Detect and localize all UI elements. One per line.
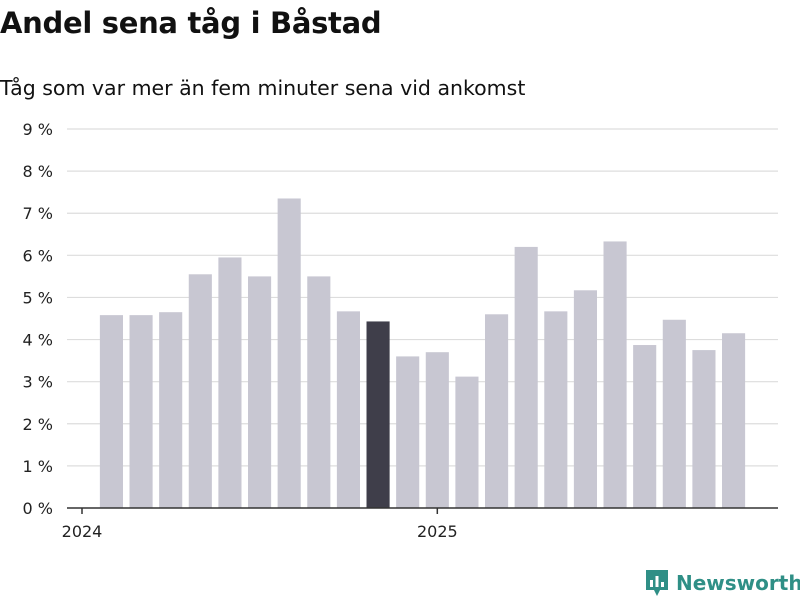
- bar-2025-09: [662, 319, 686, 508]
- chart-subtitle: Tåg som var mer än fem minuter sena vid …: [0, 76, 526, 100]
- y-tick-label: 0 %: [23, 499, 53, 518]
- y-tick-label: 1 %: [23, 457, 53, 476]
- bar-2024-10: [336, 311, 360, 508]
- bar-2024-05: [188, 274, 212, 508]
- bar-2025-03: [485, 314, 509, 508]
- bar-2025-11: [722, 333, 746, 508]
- bar-2024-08: [277, 198, 301, 508]
- y-tick-label: 4 %: [23, 331, 53, 350]
- bar-2025-04: [514, 246, 538, 508]
- y-tick-label: 8 %: [23, 162, 53, 181]
- newsworthy-logo-text: Newsworthy: [676, 571, 800, 595]
- bar-2024-11: [366, 321, 390, 508]
- bar-2025-02: [455, 376, 479, 508]
- bar-2025-10: [692, 350, 716, 508]
- gridlines: [67, 128, 778, 467]
- y-axis-ticks: 0 % 1 % 2 % 3 % 4 % 5 % 6 % 7 % 8 % 9 %: [23, 120, 53, 518]
- y-tick-label: 3 %: [23, 373, 53, 392]
- y-tick-label: 5 %: [23, 288, 53, 307]
- bar-2024-07: [248, 276, 272, 508]
- x-tick-label: 2024: [62, 522, 103, 541]
- bar-2025-01: [425, 352, 449, 508]
- x-axis-ticks: 2024 2025: [62, 508, 458, 541]
- y-tick-label: 9 %: [23, 120, 53, 139]
- y-tick-label: 6 %: [23, 246, 53, 265]
- bar-2024-09: [307, 276, 331, 508]
- bar-2024-12: [396, 356, 420, 508]
- bar-2024-03: [129, 315, 153, 508]
- bars: [99, 198, 746, 509]
- y-tick-label: 7 %: [23, 204, 53, 223]
- bar-2024-02: [99, 315, 123, 508]
- chart-title: Andel sena tåg i Båstad: [0, 6, 382, 40]
- newsworthy-logo: Newsworthy: [644, 568, 800, 598]
- bar-2025-08: [633, 345, 657, 508]
- bar-2025-07: [603, 241, 627, 509]
- bar-2025-06: [573, 290, 597, 508]
- x-tick-label: 2025: [417, 522, 458, 541]
- bar-2025-05: [544, 311, 568, 508]
- bar-2024-06: [218, 257, 242, 508]
- newsworthy-logo-icon: [646, 570, 668, 596]
- bar-2024-04: [159, 312, 183, 508]
- y-tick-label: 2 %: [23, 415, 53, 434]
